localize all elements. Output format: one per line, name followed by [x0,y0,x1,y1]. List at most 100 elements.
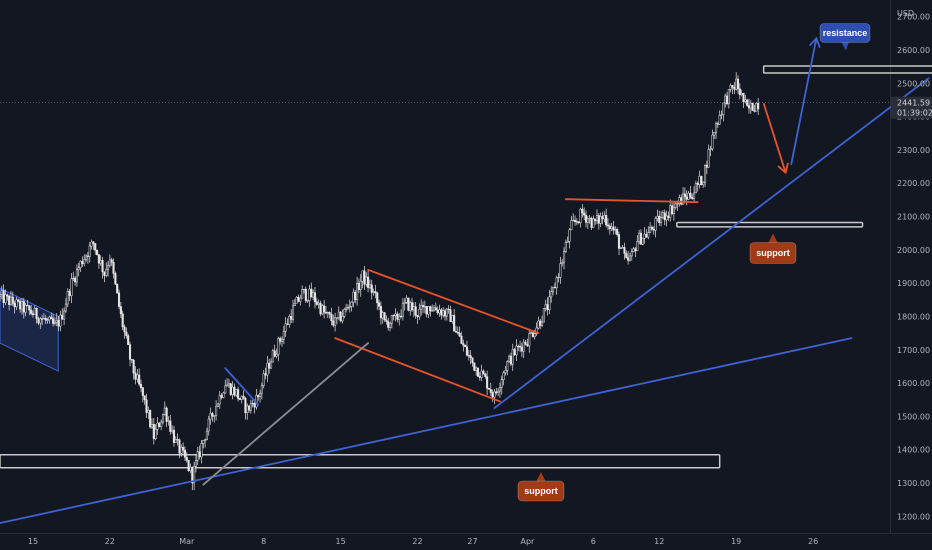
candle-body [597,215,600,224]
candle [226,378,229,387]
candle-body [61,314,64,320]
candle-body [273,350,276,357]
candle [260,382,263,400]
candle-body [365,276,368,285]
candle [139,379,143,393]
candle-body [482,370,485,375]
candle-body [603,215,606,220]
candle-body [753,110,756,112]
candle [39,317,42,329]
candle-body [147,410,150,413]
candle-body [555,277,558,289]
candle-body [627,257,630,261]
candle [445,307,448,321]
candle-body [345,307,348,310]
candle-body [727,89,730,105]
support-callout-lower: support [517,472,565,502]
candle-body [209,413,212,420]
candle-body [533,333,536,337]
candle [599,212,602,228]
candle [559,256,562,284]
candle-body [251,403,254,405]
time-tick-label: 15 [28,537,38,546]
candle-body [293,303,296,307]
candle [291,299,295,323]
candle-body [180,447,183,454]
candle [165,406,168,428]
candle-body [378,302,381,307]
candle [460,331,463,344]
candle [11,291,14,307]
candle [161,413,165,425]
candle-body [128,344,132,360]
candle-body [231,386,234,395]
candle [612,220,615,235]
candle [4,289,7,306]
candle [649,222,652,234]
candle [53,317,56,326]
candle-body [744,99,747,102]
last-price-value: 2441.59 [897,99,930,108]
candle-body [260,385,263,394]
candle [489,382,492,396]
candle-body [269,361,273,369]
candle-body [348,306,351,308]
candle-body [248,405,251,411]
candle-body [374,291,377,294]
candle [328,311,331,319]
candle [515,339,518,362]
candle-body [605,215,608,226]
candle-body [420,305,423,310]
arrow-head [777,162,789,175]
candle-body [561,261,564,264]
price-tick-label: 1700.00 [897,346,930,355]
candle [77,262,80,277]
candle-body [389,323,392,328]
candle-body [572,219,575,222]
candle-body [722,102,725,115]
candle-body [700,175,703,186]
time-tick-label: 19 [731,537,741,546]
support-zone-upper [676,221,864,228]
candle-body [169,420,172,432]
candle-body [101,260,104,273]
candle-body [282,330,285,340]
candle-body [368,284,371,288]
candle [121,310,124,331]
candle [96,249,99,256]
candle-body [66,291,69,305]
candle [249,399,252,414]
candle-body [443,310,447,317]
candle-body [524,341,527,345]
candle-body [227,383,230,386]
candlestick-series [0,72,760,491]
candle [473,362,476,372]
projected-rise-arrow [790,36,821,166]
candle-body [724,95,727,104]
candle [277,336,280,362]
candle [127,333,130,345]
candle-body [550,291,553,298]
price-tick-label: 2100.00 [897,213,930,222]
candle-body [451,315,454,323]
support-callout-lower-tail [536,472,546,482]
candle [434,302,437,311]
candle-body [275,353,278,357]
candle-body [729,85,732,90]
candle-body [193,465,196,484]
candle-body [182,447,185,451]
candle-body [52,318,55,324]
candle-body [262,373,265,386]
candle-body [171,429,174,432]
candle-body [280,339,284,342]
candle-body [0,294,2,297]
candle-body [117,292,121,307]
candle [550,286,553,303]
candle-body [693,192,696,200]
candle-body [454,330,458,333]
gray-trendline [202,342,369,486]
time-tick-label: 15 [336,537,346,546]
candle [17,298,20,303]
support-callout-upper-label: support [756,248,790,258]
